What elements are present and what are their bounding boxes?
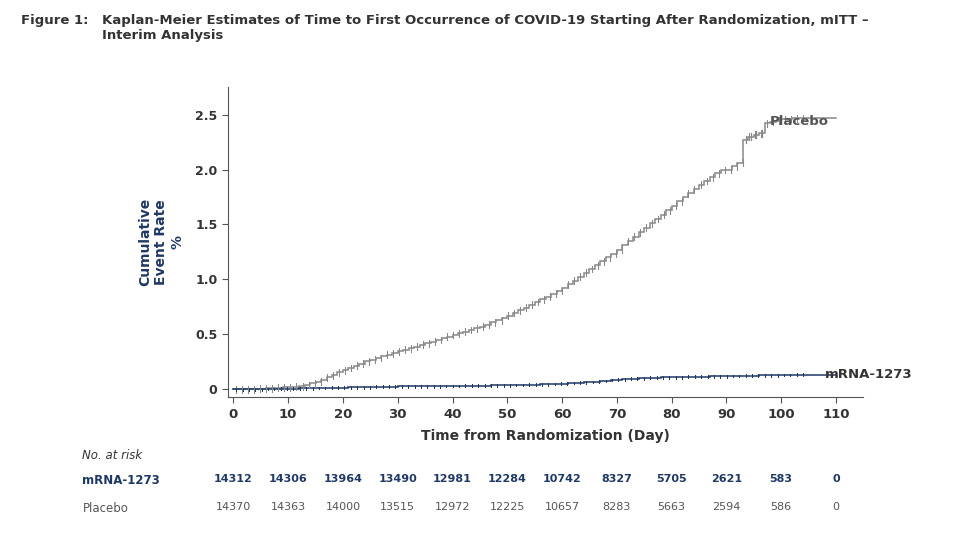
- Text: 0: 0: [831, 474, 839, 484]
- Text: Placebo: Placebo: [82, 502, 128, 515]
- Text: 14312: 14312: [214, 474, 253, 484]
- Text: 13490: 13490: [378, 474, 417, 484]
- Text: 12972: 12972: [434, 502, 470, 511]
- Y-axis label: Cumulative
Event Rate
%: Cumulative Event Rate %: [138, 198, 184, 286]
- Text: 583: 583: [768, 474, 792, 484]
- Text: 2621: 2621: [710, 474, 741, 484]
- Text: No. at risk: No. at risk: [82, 449, 142, 462]
- Text: 14370: 14370: [215, 502, 251, 511]
- Text: 12225: 12225: [489, 502, 524, 511]
- Text: 8283: 8283: [602, 502, 631, 511]
- Text: mRNA-1273: mRNA-1273: [82, 474, 160, 487]
- Text: 12981: 12981: [432, 474, 472, 484]
- Text: 586: 586: [769, 502, 791, 511]
- Text: 10742: 10742: [542, 474, 580, 484]
- Text: Figure 1:: Figure 1:: [21, 14, 89, 27]
- Text: 10657: 10657: [544, 502, 579, 511]
- Text: 14363: 14363: [270, 502, 305, 511]
- Text: 14306: 14306: [268, 474, 307, 484]
- Text: 5705: 5705: [656, 474, 686, 484]
- Text: 14000: 14000: [325, 502, 360, 511]
- Text: 12284: 12284: [487, 474, 526, 484]
- Text: 2594: 2594: [711, 502, 739, 511]
- Text: mRNA-1273: mRNA-1273: [824, 368, 912, 381]
- Text: 8327: 8327: [601, 474, 632, 484]
- Text: Placebo: Placebo: [769, 115, 828, 128]
- Text: Kaplan-Meier Estimates of Time to First Occurrence of COVID-19 Starting After Ra: Kaplan-Meier Estimates of Time to First …: [102, 14, 867, 41]
- Text: 13964: 13964: [323, 474, 362, 484]
- Text: 0: 0: [831, 502, 838, 511]
- Text: 5663: 5663: [657, 502, 685, 511]
- Text: 13515: 13515: [380, 502, 415, 511]
- X-axis label: Time from Randomization (Day): Time from Randomization (Day): [421, 429, 670, 443]
